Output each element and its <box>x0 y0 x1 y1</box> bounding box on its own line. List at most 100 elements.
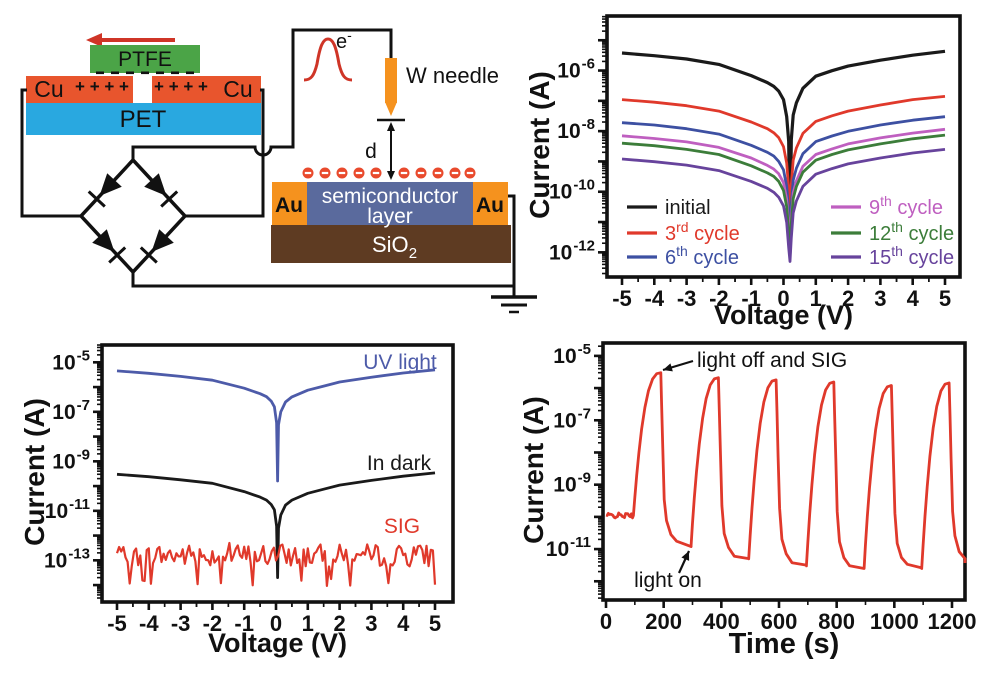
positive-charges-left: + + + + <box>75 77 129 96</box>
diode-lower-left <box>92 229 115 252</box>
x-tick-label: -4 <box>139 611 159 636</box>
cu-right-label: Cu <box>223 76 252 102</box>
device-schematic: PTFE Cu Cu + + + + + + + + PET <box>20 27 537 314</box>
series-curve-photocurrent <box>605 371 967 570</box>
annotation-label: light on <box>634 569 702 592</box>
axes-frame <box>605 14 962 279</box>
wire-to-ground <box>131 194 516 297</box>
legend-label: 6th cycle <box>665 243 739 269</box>
y-tick-label: 10-7 <box>553 405 591 432</box>
ground-symbol <box>491 295 537 314</box>
w-needle <box>385 58 397 103</box>
y-tick-label: 10-9 <box>52 446 90 473</box>
series-curve-15th-cycle <box>621 148 946 263</box>
x-tick-label: 5 <box>939 286 951 311</box>
curve-label-sig: SIG <box>384 515 420 538</box>
x-tick-label: -2 <box>709 286 729 311</box>
legend-label: 15th cycle <box>869 243 954 269</box>
wire-bridge-to-needle <box>131 28 393 160</box>
x-tick-label: 800 <box>818 609 855 634</box>
gap-distance-arrow <box>387 122 395 180</box>
y-tick-label: 10-5 <box>52 347 90 374</box>
cu-electrode-left <box>26 76 133 103</box>
series-curve-uv-light <box>116 368 436 483</box>
x-tick-label: 2 <box>842 286 854 311</box>
axes-frame <box>100 343 455 604</box>
x-tick-label: 3 <box>365 611 377 636</box>
y-tick-label: 10-6 <box>557 56 595 83</box>
x-tick-label: 200 <box>645 609 682 634</box>
axes-frame <box>601 341 967 602</box>
pet-label: PET <box>120 106 167 133</box>
x-axis-title: Voltage (V) <box>714 300 853 330</box>
y-axis-title: Current (A) <box>524 71 555 219</box>
x-tick-label: 3 <box>874 286 886 311</box>
x-tick-label: -5 <box>107 611 127 636</box>
x-tick-label: 600 <box>761 609 798 634</box>
chart-iv-cycles: 10-6 10-8 10-10 10-12 -5 -4 -3 -2 -1 0 1 2 3 4 5 Voltag… <box>524 14 962 330</box>
x-tick-label: -3 <box>171 611 191 636</box>
y-tick-label: 10-12 <box>549 237 595 264</box>
legend-label: 9th cycle <box>869 193 943 219</box>
negative-charges-row <box>96 71 194 75</box>
au-left-label: Au <box>275 194 303 217</box>
x-axis-title: Time (s) <box>729 628 840 660</box>
y-tick-label: 10-8 <box>557 116 595 143</box>
electron-pulse-label: e- <box>336 27 352 53</box>
x-tick-label: 2 <box>333 611 345 636</box>
cu-left-label: Cu <box>34 76 63 102</box>
semiconductor-label-line1: semiconductor <box>322 185 459 208</box>
y-axis-title: Current (A) <box>19 398 50 546</box>
bridge-rectifier <box>78 157 188 275</box>
x-tick-label: 1 <box>302 611 314 636</box>
x-tick-label: 4 <box>907 286 920 311</box>
x-axis-title: Voltage (V) <box>208 628 347 658</box>
x-tick-label: -5 <box>612 286 632 311</box>
electron-pulse-curve <box>303 37 353 82</box>
cu-electrode-right <box>152 76 261 103</box>
positive-charges-right: + + + + <box>154 77 208 96</box>
pet-substrate <box>26 103 261 135</box>
semiconductor-label-line2: layer <box>367 205 413 228</box>
x-tick-label: 1000 <box>870 609 919 634</box>
y-tick-label: 10-7 <box>52 397 90 424</box>
y-tick-label: 10-5 <box>553 341 591 368</box>
x-tick-label: 4 <box>397 611 410 636</box>
surface-electrons <box>302 167 476 179</box>
x-tick-label: -3 <box>677 286 697 311</box>
annotation-label: light off and SIG <box>697 349 847 372</box>
x-tick-label: 0 <box>270 611 282 636</box>
annotation-arrowhead <box>663 363 673 372</box>
sio2-label: SiO2 <box>372 232 417 262</box>
x-tick-label: 400 <box>703 609 740 634</box>
legend-label: 12th cycle <box>869 219 954 245</box>
semiconductor-layer <box>307 182 473 225</box>
y-tick-label: 10-10 <box>549 177 595 204</box>
diode-upper-right <box>144 173 167 196</box>
au-right-label: Au <box>476 194 504 217</box>
y-axis-title: Current (A) <box>518 396 549 544</box>
gap-distance-label: d <box>365 140 377 163</box>
x-tick-label: 0 <box>600 609 612 634</box>
sio2-substrate <box>271 225 511 263</box>
ptfe-label: PTFE <box>118 48 172 71</box>
chart-photoresponse-time: 10-5 10-7 10-9 10-11 0 200 400 600 800 1000 1200 Ti… <box>518 341 976 660</box>
y-tick-label: 10-11 <box>45 496 90 523</box>
annotation-arrowhead <box>681 551 690 561</box>
legend-label: initial <box>665 197 711 219</box>
diode-upper-left <box>99 173 122 196</box>
x-tick-label: -2 <box>203 611 223 636</box>
x-tick-label: 1200 <box>928 609 977 634</box>
wire-right-electrode <box>186 88 265 218</box>
x-tick-label: -1 <box>741 286 761 311</box>
x-tick-label: 1 <box>810 286 822 311</box>
w-needle-tip <box>385 102 397 116</box>
chart-iv-illumination: 10-5 10-7 10-9 10-11 10-13 -5 -4 -3 -2 -1 0 1 2 3 4 5 Vo… <box>19 343 455 658</box>
curve-label-uv-light: UV light <box>363 351 437 374</box>
legend-label: 3rd cycle <box>665 219 740 245</box>
series-curve-in-dark <box>116 471 436 579</box>
series-curve-sig <box>115 541 437 587</box>
y-tick-label: 10-9 <box>553 470 591 497</box>
